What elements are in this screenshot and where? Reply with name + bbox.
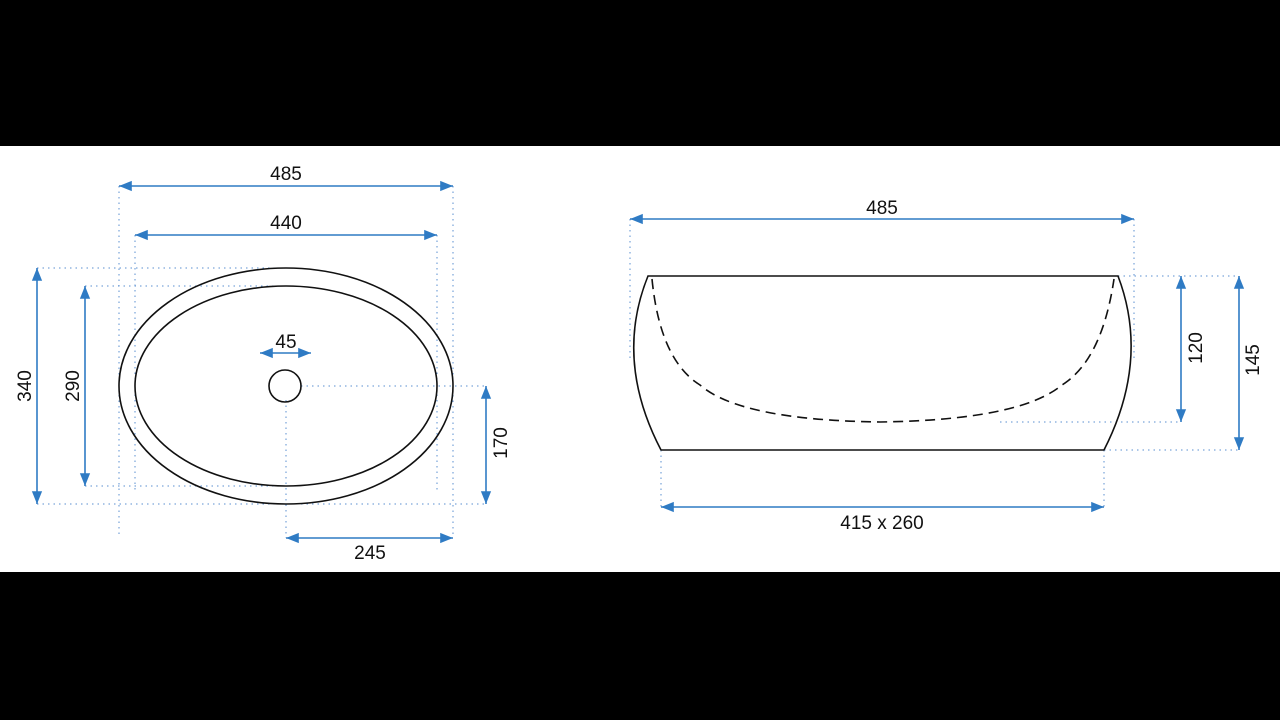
top-view: 485 440 45 340 290 170 245 xyxy=(15,164,512,564)
basin-side-profile xyxy=(632,275,1132,451)
label-top-width: 485 xyxy=(866,198,898,219)
label-total-height: 145 xyxy=(1243,344,1264,376)
drain-hole xyxy=(268,369,302,403)
label-drain: 45 xyxy=(275,332,296,353)
basin-outer-rim xyxy=(118,267,454,505)
label-outer-depth: 340 xyxy=(15,370,36,402)
label-inner-depth: 290 xyxy=(63,370,84,402)
label-outer-width: 485 xyxy=(270,164,302,185)
basin-inner-profile xyxy=(651,278,1115,423)
label-inner-height: 120 xyxy=(1186,332,1207,364)
side-view: 485 120 145 415 x 260 xyxy=(629,198,1264,534)
label-drain-horizontal: 245 xyxy=(354,543,386,564)
label-drain-vertical: 170 xyxy=(491,427,512,459)
label-inner-width: 440 xyxy=(270,213,302,234)
extension-lines xyxy=(37,186,486,538)
basin-inner-rim xyxy=(134,285,438,487)
label-base: 415 x 260 xyxy=(840,513,923,534)
